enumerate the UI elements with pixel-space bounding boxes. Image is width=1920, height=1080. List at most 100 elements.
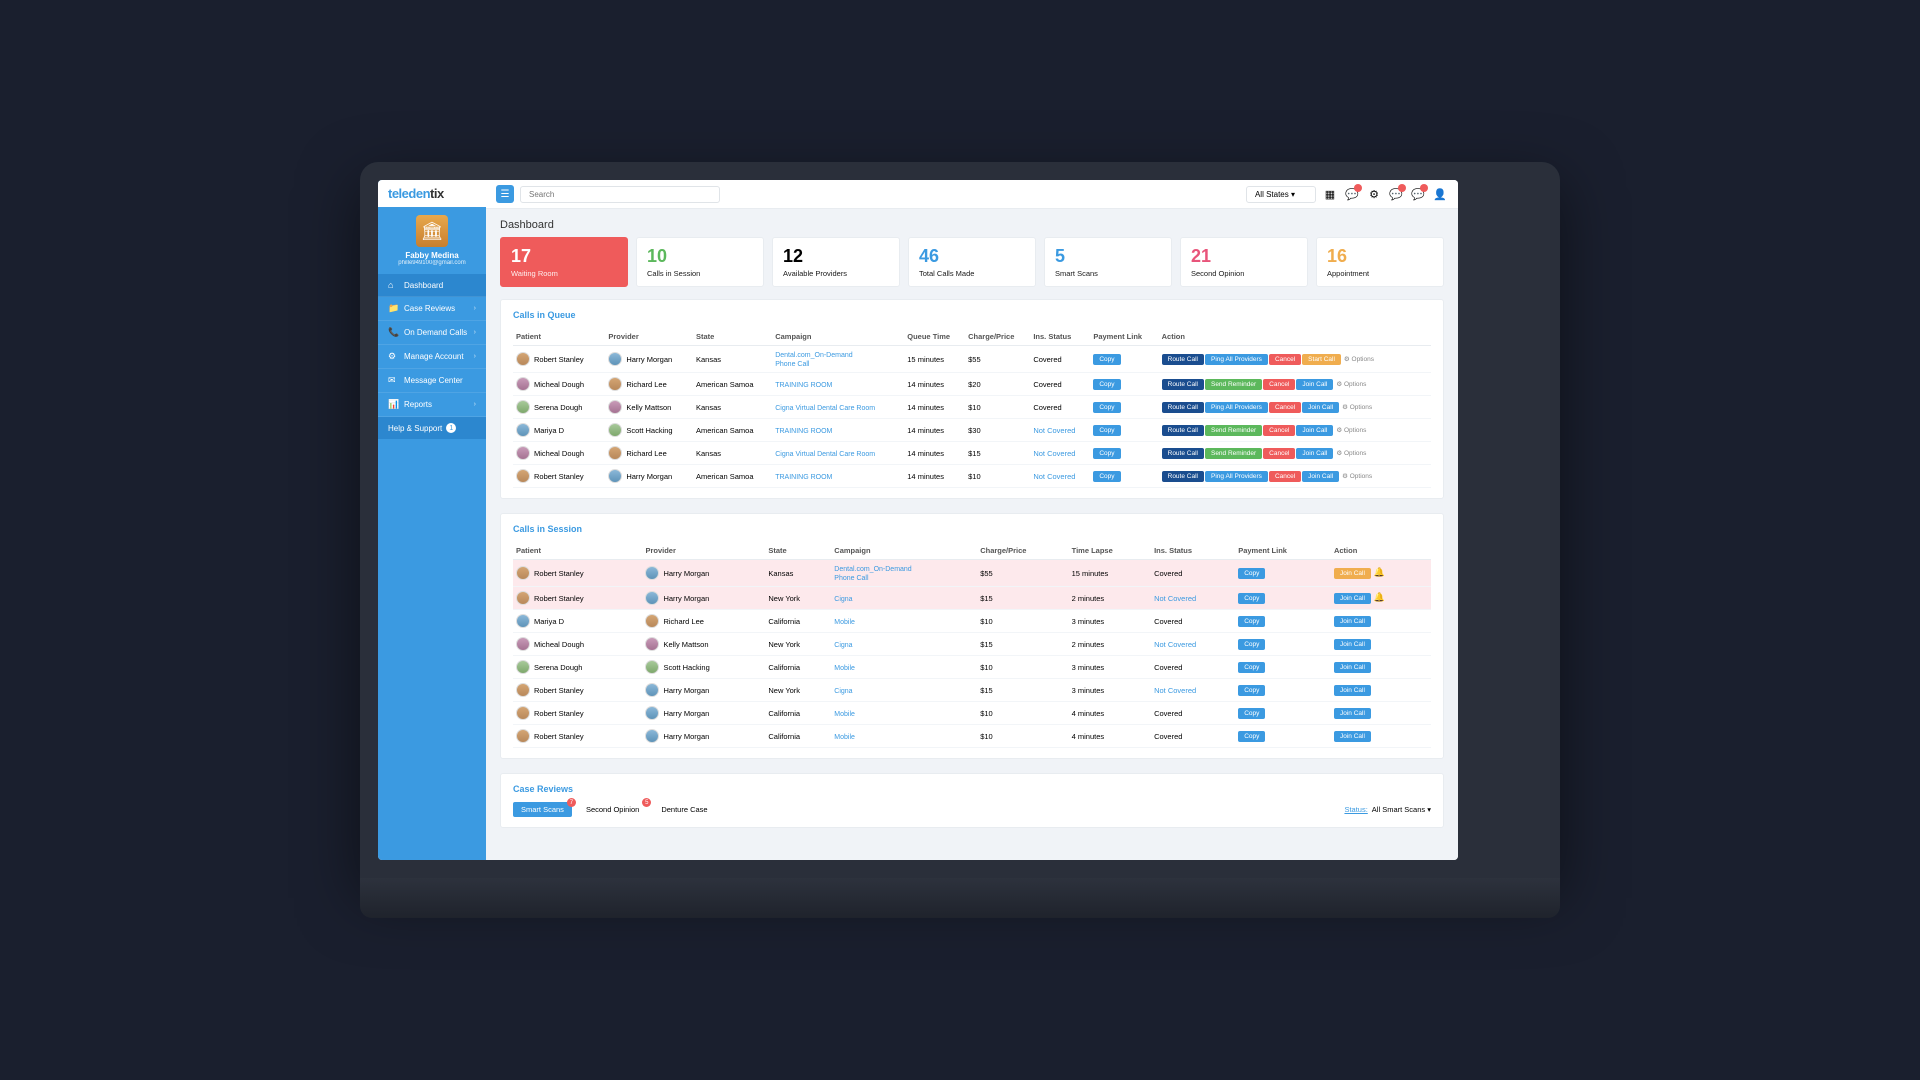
route-button[interactable]: Route Call — [1162, 379, 1204, 390]
send-button[interactable]: Send Reminder — [1205, 425, 1262, 436]
status-filter-select[interactable]: All Smart Scans ▾ — [1372, 805, 1431, 814]
route-button[interactable]: Route Call — [1162, 448, 1204, 459]
provider-cell[interactable]: Richard Lee — [608, 377, 690, 391]
route-button[interactable]: Route Call — [1162, 402, 1204, 413]
campaign-link[interactable]: Cigna — [834, 688, 852, 695]
patient-cell[interactable]: Mariya D — [516, 423, 602, 437]
campaign-link[interactable]: Cigna Virtual Dental Care Room — [775, 451, 875, 458]
cancel-button[interactable]: Cancel — [1263, 448, 1295, 459]
patient-cell[interactable]: Robert Stanley — [516, 566, 639, 580]
options-link[interactable]: ⚙ Options — [1344, 356, 1374, 363]
patient-cell[interactable]: Robert Stanley — [516, 469, 602, 483]
options-link[interactable]: ⚙ Options — [1342, 404, 1372, 411]
join-button[interactable]: Join Call — [1296, 425, 1333, 436]
sidebar-item-reports[interactable]: 📊Reports› — [378, 393, 486, 417]
brand-logo[interactable]: teledentix — [378, 180, 486, 207]
tab-denture-case[interactable]: Denture Case — [653, 802, 715, 817]
patient-cell[interactable]: Mariya D — [516, 614, 639, 628]
menu-toggle-button[interactable]: ☰ — [496, 185, 514, 203]
provider-cell[interactable]: Richard Lee — [608, 446, 690, 460]
status-label[interactable]: Status: — [1344, 805, 1367, 814]
ping-button[interactable]: Ping All Providers — [1205, 354, 1268, 365]
patient-cell[interactable]: Micheal Dough — [516, 377, 602, 391]
patient-cell[interactable]: Micheal Dough — [516, 637, 639, 651]
state-filter-select[interactable]: All States ▾ — [1246, 186, 1316, 203]
stat-card-waiting-room[interactable]: 17Waiting Room — [500, 237, 628, 287]
copy-button[interactable]: Copy — [1238, 616, 1265, 627]
cancel-button[interactable]: Cancel — [1263, 379, 1295, 390]
join-call-button[interactable]: Join Call — [1334, 708, 1371, 719]
campaign-link[interactable]: TRAINING ROOM — [775, 382, 832, 389]
user-icon[interactable]: 👤 — [1432, 186, 1448, 202]
sidebar-item-on-demand-calls[interactable]: 📞On Demand Calls› — [378, 321, 486, 345]
search-input[interactable] — [520, 186, 720, 203]
stat-card-appointment[interactable]: 16Appointment — [1316, 237, 1444, 287]
patient-cell[interactable]: Micheal Dough — [516, 446, 602, 460]
join-call-button[interactable]: Join Call — [1334, 685, 1371, 696]
route-button[interactable]: Route Call — [1162, 425, 1204, 436]
provider-cell[interactable]: Kelly Mattson — [645, 637, 762, 651]
campaign-sub-link[interactable]: Phone Call — [775, 361, 809, 368]
campaign-sub-link[interactable]: Phone Call — [834, 575, 868, 582]
campaign-link[interactable]: Dental.com_On-Demand — [775, 352, 852, 359]
tab-second-opinion[interactable]: Second Opinion5 — [578, 802, 647, 817]
copy-button[interactable]: Copy — [1238, 685, 1265, 696]
route-button[interactable]: Route Call — [1162, 471, 1204, 482]
join-button[interactable]: Join Call — [1296, 448, 1333, 459]
campaign-link[interactable]: TRAINING ROOM — [775, 474, 832, 481]
ping-button[interactable]: Ping All Providers — [1205, 402, 1268, 413]
grid-icon[interactable]: ▦ — [1322, 186, 1338, 202]
settings-icon[interactable]: ⚙ — [1366, 186, 1382, 202]
provider-cell[interactable]: Richard Lee — [645, 614, 762, 628]
provider-cell[interactable]: Kelly Mattson — [608, 400, 690, 414]
campaign-link[interactable]: Mobile — [834, 619, 855, 626]
sidebar-item-message-center[interactable]: ✉Message Center — [378, 369, 486, 393]
provider-cell[interactable]: Harry Morgan — [608, 469, 690, 483]
stat-card-available-providers[interactable]: 12Available Providers — [772, 237, 900, 287]
provider-cell[interactable]: Harry Morgan — [645, 591, 762, 605]
campaign-link[interactable]: TRAINING ROOM — [775, 428, 832, 435]
join-button[interactable]: Join Call — [1302, 471, 1339, 482]
join-call-button[interactable]: Join Call — [1334, 639, 1371, 650]
provider-cell[interactable]: Harry Morgan — [608, 352, 690, 366]
cancel-button[interactable]: Cancel — [1269, 471, 1301, 482]
patient-cell[interactable]: Robert Stanley — [516, 683, 639, 697]
join-button[interactable]: Join Call — [1296, 379, 1333, 390]
copy-button[interactable]: Copy — [1093, 354, 1120, 365]
campaign-link[interactable]: Mobile — [834, 711, 855, 718]
sidebar-item-dashboard[interactable]: ⌂Dashboard — [378, 274, 486, 297]
copy-button[interactable]: Copy — [1238, 708, 1265, 719]
stat-card-second-opinion[interactable]: 21Second Opinion — [1180, 237, 1308, 287]
copy-button[interactable]: Copy — [1238, 568, 1265, 579]
send-button[interactable]: Send Reminder — [1205, 448, 1262, 459]
help-support-button[interactable]: Help & Support 1 — [378, 417, 486, 439]
stat-card-calls-in-session[interactable]: 10Calls in Session — [636, 237, 764, 287]
join-call-button[interactable]: Join Call — [1334, 568, 1371, 579]
cancel-button[interactable]: Cancel — [1263, 425, 1295, 436]
join-call-button[interactable]: Join Call — [1334, 616, 1371, 627]
copy-button[interactable]: Copy — [1238, 639, 1265, 650]
stat-card-total-calls-made[interactable]: 46Total Calls Made — [908, 237, 1036, 287]
campaign-link[interactable]: Dental.com_On-Demand — [834, 566, 911, 573]
provider-cell[interactable]: Harry Morgan — [645, 729, 762, 743]
campaign-link[interactable]: Cigna — [834, 596, 852, 603]
provider-cell[interactable]: Scott Hacking — [645, 660, 762, 674]
options-link[interactable]: ⚙ Options — [1336, 381, 1366, 388]
sidebar-item-case-reviews[interactable]: 📁Case Reviews› — [378, 297, 486, 321]
campaign-link[interactable]: Mobile — [834, 734, 855, 741]
copy-button[interactable]: Copy — [1093, 402, 1120, 413]
join-call-button[interactable]: Join Call — [1334, 662, 1371, 673]
ping-button[interactable]: Ping All Providers — [1205, 471, 1268, 482]
campaign-link[interactable]: Mobile — [834, 665, 855, 672]
copy-button[interactable]: Copy — [1093, 379, 1120, 390]
copy-button[interactable]: Copy — [1093, 448, 1120, 459]
copy-button[interactable]: Copy — [1238, 662, 1265, 673]
copy-button[interactable]: Copy — [1238, 593, 1265, 604]
join-call-button[interactable]: Join Call — [1334, 731, 1371, 742]
campaign-link[interactable]: Cigna Virtual Dental Care Room — [775, 405, 875, 412]
patient-cell[interactable]: Robert Stanley — [516, 706, 639, 720]
copy-button[interactable]: Copy — [1238, 731, 1265, 742]
copy-button[interactable]: Copy — [1093, 471, 1120, 482]
patient-cell[interactable]: Serena Dough — [516, 400, 602, 414]
provider-cell[interactable]: Scott Hacking — [608, 423, 690, 437]
